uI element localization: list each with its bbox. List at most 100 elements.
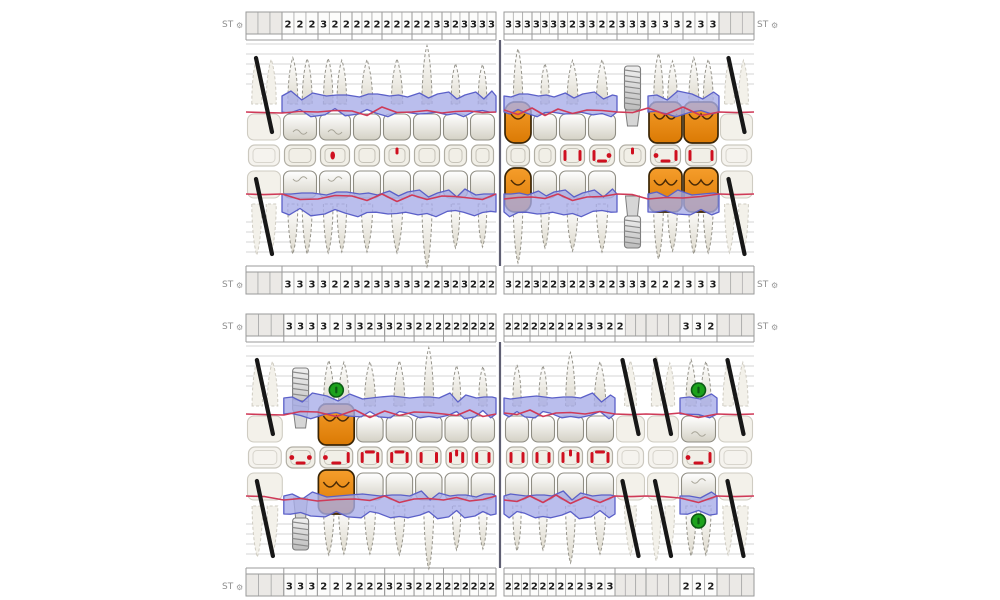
probing-value-cell[interactable] [257,271,271,295]
tooth-lower-view[interactable] [504,472,530,553]
tooth-upper-view[interactable] [442,62,469,141]
occlusal-surface[interactable] [445,446,468,469]
occlusal-surface[interactable] [247,144,281,167]
probing-value-cell[interactable] [668,313,681,337]
probing-value-cell[interactable] [245,11,259,35]
tooth-upper-view[interactable] [558,58,587,141]
occlusal-surface[interactable] [357,446,383,469]
probing-value-cell[interactable] [635,573,647,597]
occlusal-surface[interactable] [649,144,682,167]
probing-value-cell[interactable] [258,313,272,337]
occlusal-surface[interactable] [586,446,614,469]
occlusal-surface[interactable] [533,144,557,167]
tooth-upper-view[interactable] [504,363,530,443]
occlusal-surface[interactable] [285,446,316,469]
probing-value-cell[interactable] [245,573,259,597]
probing-value-cell[interactable] [668,573,681,597]
probing-value-cell[interactable] [645,313,658,337]
occlusal-surface[interactable] [616,446,645,469]
tooth-upper-view[interactable] [352,58,382,141]
occlusal-surface[interactable] [319,446,354,469]
occlusal-surface[interactable] [618,144,647,167]
occlusal-surface[interactable] [471,446,495,469]
occlusal-surface[interactable] [505,446,529,469]
probing-value-cell[interactable] [270,313,285,337]
tooth-cell-group [718,11,755,35]
occlusal-surface[interactable] [386,446,413,469]
probing-value-cell[interactable] [245,313,259,337]
tooth-lower-view[interactable] [469,170,496,249]
tooth-upper-view[interactable] [556,350,585,443]
tooth-lower-view[interactable] [470,472,496,551]
occlusal-surface[interactable] [247,446,282,469]
tooth-upper-view[interactable] [385,359,414,443]
tooth-lower-view[interactable] [623,195,642,249]
probing-value-cell[interactable] [741,573,755,597]
tooth-lower-view[interactable] [444,472,469,552]
probing-value-cell[interactable] [257,11,271,35]
tooth-upper-view[interactable] [318,56,352,141]
probing-value-cell[interactable] [718,11,732,35]
tooth-upper-view[interactable] [415,346,443,443]
probing-value-cell[interactable] [718,271,732,295]
occlusal-surface[interactable] [718,446,753,469]
occlusal-surface[interactable] [647,446,679,469]
tooth-lower-view[interactable] [415,472,443,571]
tooth-upper-view[interactable] [530,364,556,443]
occlusal-surface[interactable] [559,144,586,167]
tooth-lower-view[interactable] [648,167,683,261]
probing-value-cell[interactable] [258,573,272,597]
probing-value-cell[interactable] [269,271,283,295]
probing-value-cell[interactable] [730,271,743,295]
probing-value-cell[interactable] [645,573,658,597]
tooth-lower-view[interactable] [352,170,382,254]
tooth-upper-view[interactable] [444,364,469,443]
tooth-upper-view[interactable] [412,44,442,141]
probing-value-cell[interactable] [728,573,742,597]
probing-value-cell[interactable] [656,573,669,597]
occlusal-surface[interactable] [588,144,616,167]
tooth-lower-view[interactable] [282,170,318,256]
occlusal-surface[interactable] [416,446,442,469]
tooth-upper-view[interactable] [585,360,615,443]
probing-value-cell[interactable] [614,573,626,597]
probing-value-cell[interactable] [624,573,636,597]
tooth-root [512,363,522,407]
occlusal-surface[interactable] [283,144,317,167]
occlusal-surface[interactable] [383,144,411,167]
tooth-upper-view[interactable] [587,58,617,141]
probing-value-cell[interactable] [245,271,259,295]
tooth-upper-view[interactable] [382,57,412,141]
probing-value-cell[interactable] [730,11,743,35]
occlusal-surface[interactable] [470,144,495,167]
occlusal-surface[interactable] [681,446,716,469]
occlusal-surface[interactable] [684,144,718,167]
tooth-lower-view[interactable] [356,472,384,556]
occlusal-surface[interactable] [720,144,753,167]
probing-value-cell[interactable] [716,313,730,337]
probing-value-cell[interactable] [741,11,755,35]
tooth-lower-view[interactable] [412,170,442,269]
probing-value-cell[interactable] [716,573,730,597]
probing-value-cell[interactable] [656,313,669,337]
occlusal-surface[interactable] [353,144,381,167]
probing-value-cell[interactable] [741,271,755,295]
occlusal-surface[interactable] [413,144,441,167]
tooth-lower-view[interactable] [585,472,615,556]
probing-value-cell[interactable] [269,11,283,35]
tooth-upper-view[interactable] [623,65,642,127]
occlusal-surface[interactable] [557,446,584,469]
tooth-upper-view[interactable] [532,62,558,141]
tooth-upper-view[interactable] [356,360,384,443]
probing-value-cell[interactable] [270,573,285,597]
tooth-lower-view[interactable] [318,170,352,255]
occlusal-surface[interactable] [443,144,468,167]
probing-value-cell[interactable] [728,313,742,337]
occlusal-surface[interactable] [505,144,531,167]
tooth-upper-view[interactable] [469,62,496,141]
occlusal-surface[interactable] [319,144,351,167]
probing-value-cell[interactable] [624,313,636,337]
occlusal-surface[interactable] [531,446,555,469]
probing-value-cell[interactable] [635,313,647,337]
probing-value-cell[interactable] [741,313,755,337]
